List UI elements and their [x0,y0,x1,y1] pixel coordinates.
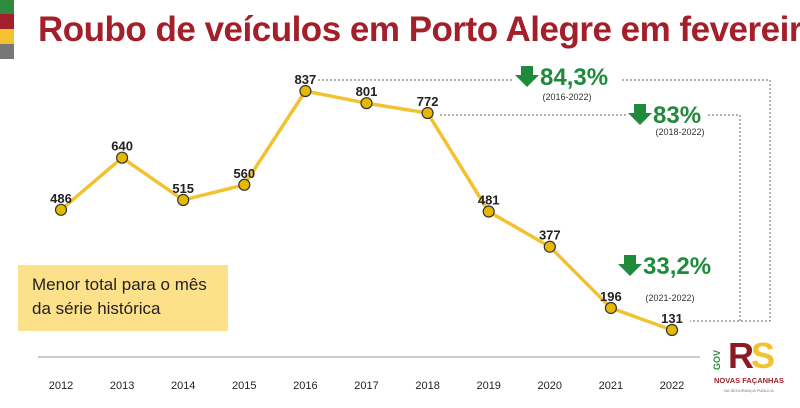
logo-line1: NOVAS FAÇANHAS [714,376,784,385]
reduction-period: (2016-2022) [542,92,591,102]
data-label-2016: 837 [295,72,317,87]
x-tick-label-2016: 2016 [293,380,317,392]
x-tick-label-2022: 2022 [660,380,684,392]
data-label-2022: 131 [661,311,683,326]
x-tick-label-2014: 2014 [171,380,195,392]
flag-stripe-yellow [0,29,14,44]
page-title: Roubo de veículos em Porto Alegre em fev… [38,10,800,49]
x-tick-label-2019: 2019 [476,380,500,392]
x-tick-label-2012: 2012 [49,380,73,392]
reduction-period: (2018-2022) [655,127,704,137]
x-tick-label-2013: 2013 [110,380,134,392]
data-point-2022 [665,323,679,337]
logo-line2: NA SEGURANÇA PÚBLICA [724,388,774,393]
data-label-2012: 486 [50,191,72,206]
x-tick-label-2015: 2015 [232,380,256,392]
data-point-2017 [360,97,373,110]
x-tick-label-2021: 2021 [599,380,623,392]
x-tick-label-2017: 2017 [354,380,378,392]
bracket-2018-right [708,114,741,321]
data-label-2017: 801 [356,84,378,99]
data-point-2015 [238,178,251,191]
reduction-period: (2021-2022) [645,293,694,303]
data-label-2015: 560 [233,166,255,181]
data-label-2013: 640 [111,139,133,154]
flag-stripe-green [0,0,14,14]
note-box: Menor total para o mês da série históric… [18,265,228,331]
data-label-2020: 377 [539,228,561,243]
data-label-2014: 515 [172,181,194,196]
data-point-2012 [54,203,68,216]
arrow-down-icon [618,255,642,276]
data-point-2018 [421,106,434,120]
logo-rs-text: RS [728,335,775,376]
data-point-2013 [115,151,129,164]
logo-gov-text: GOV [712,349,722,370]
flag-stripe-gray [0,44,14,59]
arrow-down-icon [628,104,652,125]
data-label-2018: 772 [417,94,439,109]
reduction-value: 33,2% [643,253,711,280]
x-tick-label-2018: 2018 [415,380,439,392]
data-point-2020 [543,240,556,253]
data-label-2021: 196 [600,289,622,304]
bracket-2016-right [622,79,771,322]
arrow-down-icon [515,66,539,87]
flag-stripe-red [0,14,14,29]
reduction-value: 84,3% [540,64,608,91]
data-point-2021 [604,301,618,315]
data-point-2014 [177,193,190,207]
data-point-2019 [482,205,495,218]
reduction-value: 83% [653,102,701,129]
rs-gov-logo: GOV RS NOVAS FAÇANHAS NA SEGURANÇA PÚBLI… [712,336,792,406]
data-label-2019: 481 [478,193,500,208]
x-tick-label-2020: 2020 [538,380,562,392]
data-point-2016 [299,84,312,98]
